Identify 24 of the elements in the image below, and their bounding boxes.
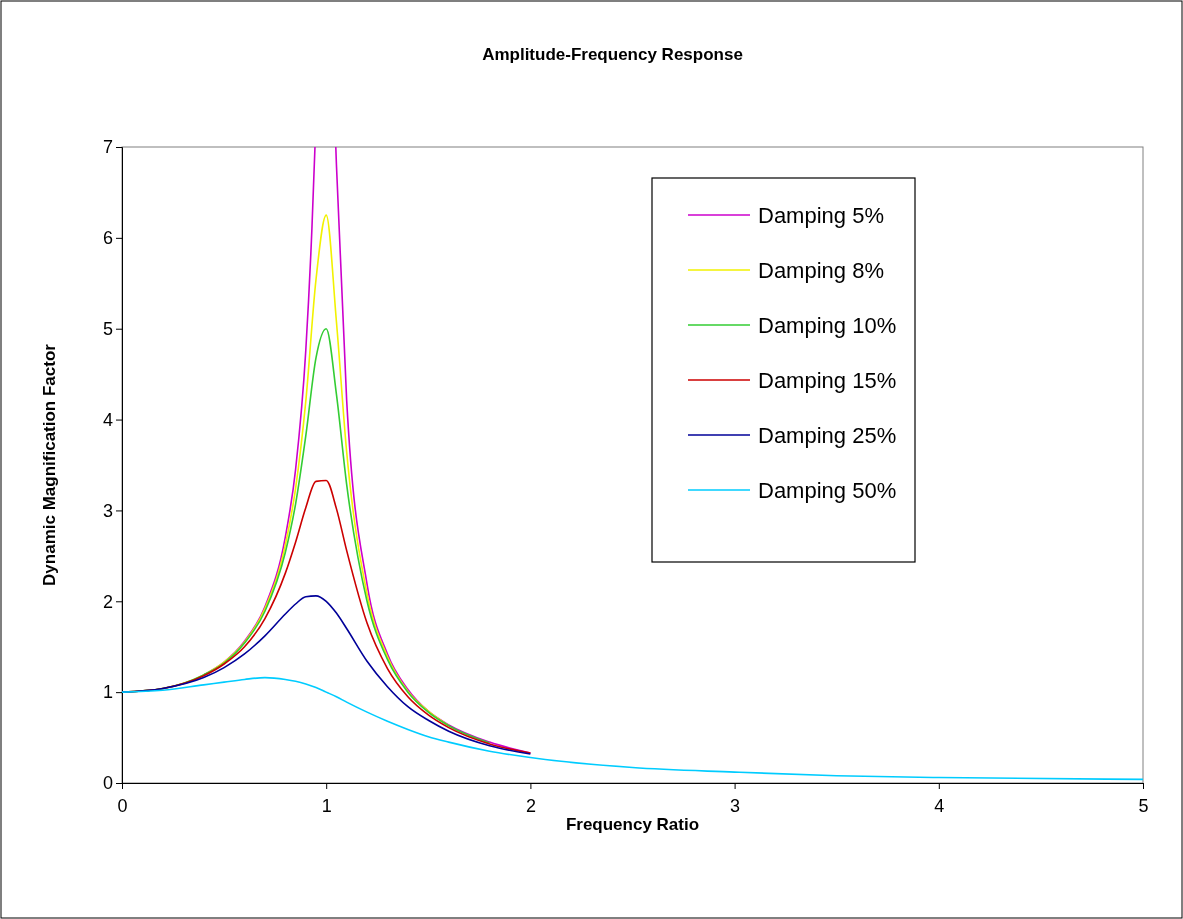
y-axis-title: Dynamic Magnification Factor: [40, 343, 59, 586]
legend-label: Damping 10%: [758, 313, 897, 338]
legend-label: Damping 15%: [758, 368, 897, 393]
x-tick-label: 0: [117, 795, 128, 816]
legend-label: Damping 5%: [758, 203, 884, 228]
chart-title: Amplitude-Frequency Response: [482, 45, 743, 64]
x-tick-label: 4: [934, 795, 945, 816]
x-tick-label: 3: [730, 795, 741, 816]
y-tick-label: 4: [102, 409, 113, 430]
y-tick-label: 7: [102, 137, 113, 158]
y-tick-label: 6: [102, 228, 113, 249]
y-tick-label: 1: [102, 682, 113, 703]
legend-label: Damping 25%: [758, 423, 897, 448]
x-tick-label: 5: [1138, 795, 1149, 816]
x-axis-title: Frequency Ratio: [565, 815, 700, 834]
x-tick-label: 1: [321, 795, 332, 816]
y-tick-label: 0: [102, 773, 113, 794]
y-tick-label: 5: [102, 318, 113, 339]
legend-label: Damping 8%: [758, 258, 884, 283]
line-series: [122, 676, 1143, 781]
x-tick-label: 2: [525, 795, 536, 816]
y-tick-label: 3: [102, 500, 113, 521]
legend-label: Damping 50%: [758, 478, 897, 503]
y-tick-label: 2: [102, 591, 113, 612]
